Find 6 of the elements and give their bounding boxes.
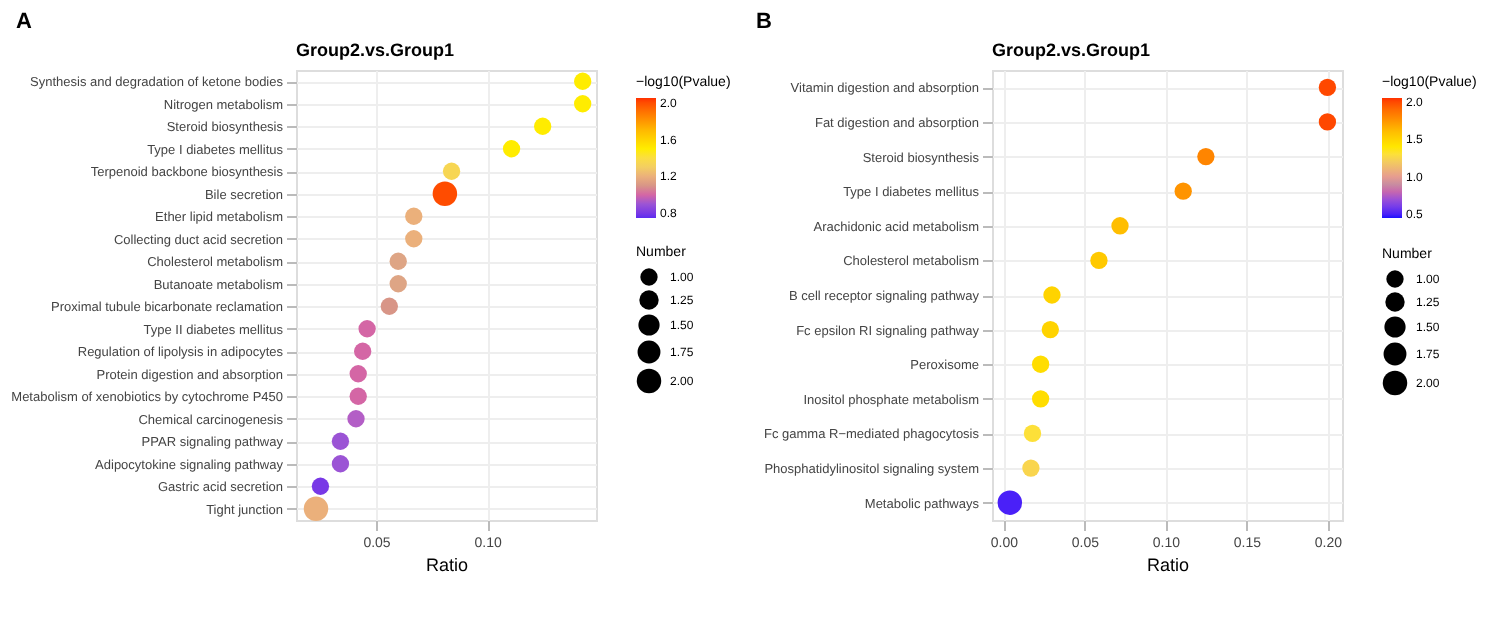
chart-title: Group2.vs.Group1: [992, 40, 1151, 60]
x-axis-title: Ratio: [425, 555, 469, 575]
x-axis-title: Ratio: [1146, 555, 1190, 575]
text: A: [16, 10, 32, 34]
chart-title: Group2.vs.Group1: [296, 40, 455, 60]
text: B: [756, 10, 772, 34]
